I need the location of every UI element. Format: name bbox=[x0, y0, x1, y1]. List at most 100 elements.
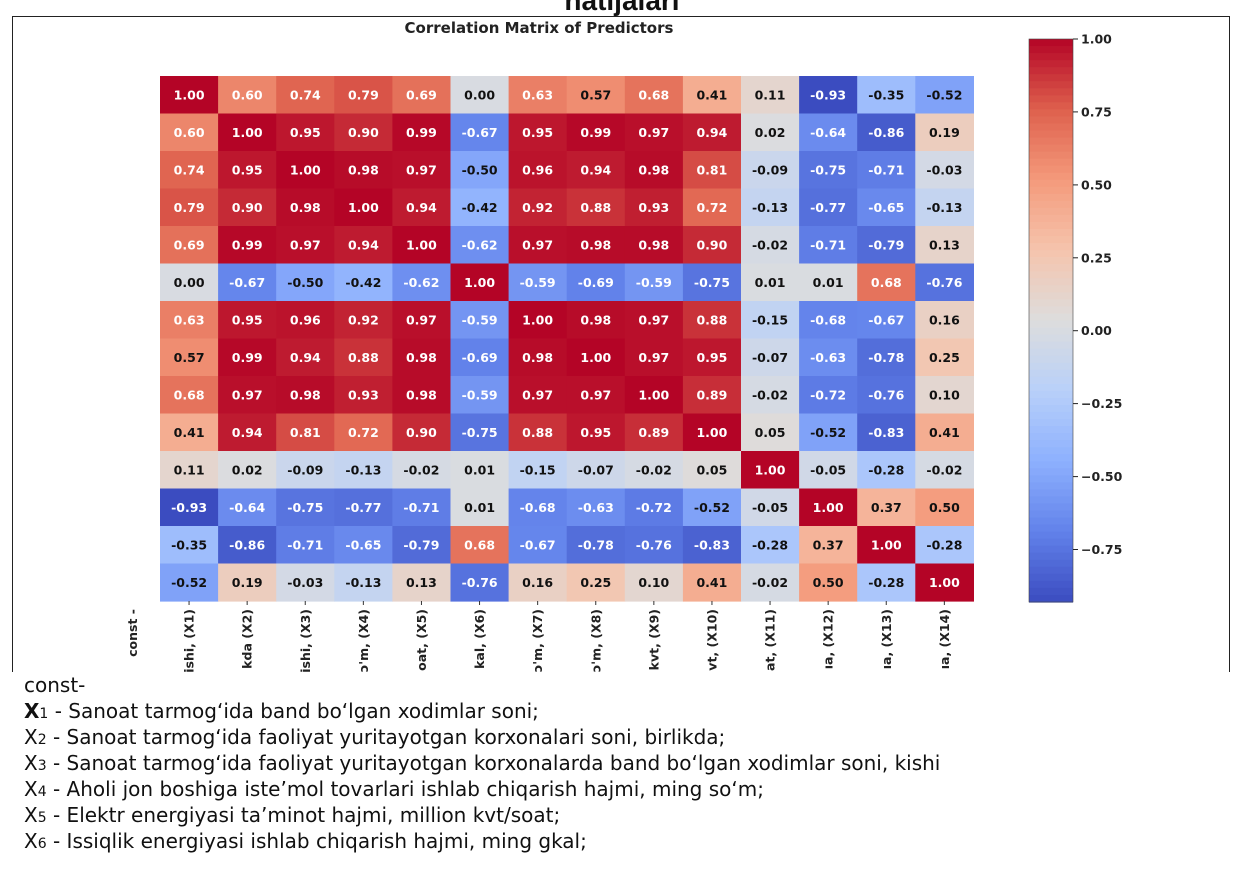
heatmap-cell bbox=[915, 226, 974, 265]
heatmap-cell bbox=[624, 151, 684, 190]
x-tick-label: ishi, (X3) bbox=[298, 609, 313, 673]
cell-value-label: -0.79 bbox=[403, 537, 439, 552]
cell-value-label: 0.94 bbox=[290, 350, 321, 365]
heatmap-cell bbox=[392, 226, 452, 265]
cell-value-label: -0.71 bbox=[403, 500, 439, 515]
x-tick-label: ɔ'm, (X4) bbox=[356, 609, 371, 672]
heatmap-cell bbox=[566, 563, 626, 602]
colorbar-segment bbox=[1029, 355, 1073, 364]
heatmap-cell bbox=[276, 301, 335, 340]
cell-value-label: 0.13 bbox=[929, 237, 960, 252]
heatmap-cell bbox=[508, 113, 568, 152]
colorbar-segment bbox=[1029, 559, 1073, 568]
colorbar-segment bbox=[1029, 419, 1073, 427]
cell-value-label: 0.60 bbox=[174, 125, 205, 140]
cell-value-label: -0.50 bbox=[287, 275, 323, 290]
heatmap-cell bbox=[566, 263, 626, 302]
colorbar-tick-label: 1.00 bbox=[1081, 32, 1112, 47]
heatmap-cell bbox=[218, 301, 277, 340]
colorbar-segment bbox=[1029, 236, 1073, 244]
cell-value-label: -0.05 bbox=[810, 462, 846, 477]
heatmap-cell bbox=[276, 113, 335, 152]
cell-value-label: 0.93 bbox=[348, 387, 379, 402]
x-tick-label: ıa, (X12) bbox=[821, 609, 836, 669]
heatmap-cell bbox=[334, 113, 393, 152]
heatmap-cell bbox=[276, 376, 335, 415]
legend-var-symbol: X bbox=[24, 829, 38, 853]
cell-value-label: -0.35 bbox=[868, 87, 904, 102]
colorbar-tick-label: −0.50 bbox=[1081, 469, 1123, 484]
cell-value-label: 0.72 bbox=[348, 425, 379, 440]
colorbar-segment bbox=[1029, 390, 1073, 399]
heatmap-cell bbox=[741, 488, 800, 527]
cell-value-label: -0.72 bbox=[636, 500, 672, 515]
colorbar-segment bbox=[1029, 468, 1073, 476]
heatmap-cell bbox=[218, 263, 277, 302]
heatmap-cell bbox=[160, 151, 219, 190]
cell-value-label: -0.13 bbox=[752, 200, 788, 215]
heatmap-cell bbox=[334, 526, 393, 565]
cell-value-label: 0.68 bbox=[638, 87, 669, 102]
cell-value-label: -0.69 bbox=[578, 275, 614, 290]
page-heading: natijalari bbox=[564, 0, 680, 16]
colorbar-segment bbox=[1029, 306, 1073, 315]
heatmap-cell bbox=[566, 76, 626, 115]
cell-value-label: -0.67 bbox=[520, 537, 556, 552]
colorbar-segment bbox=[1029, 594, 1073, 603]
heatmap-cell bbox=[508, 451, 568, 490]
colorbar-segment bbox=[1029, 517, 1073, 526]
heatmap-cell bbox=[741, 76, 800, 115]
heatmap-cell bbox=[857, 338, 916, 377]
colorbar-segment bbox=[1029, 186, 1073, 195]
heatmap-cell bbox=[799, 526, 858, 565]
heatmap-cell bbox=[508, 488, 568, 527]
cell-value-label: -0.93 bbox=[810, 87, 846, 102]
cell-value-label: 0.25 bbox=[929, 350, 960, 365]
cell-value-label: -0.52 bbox=[171, 575, 207, 590]
cell-value-label: -0.02 bbox=[752, 237, 788, 252]
colorbar-segment bbox=[1029, 151, 1073, 160]
heatmap-cell bbox=[160, 563, 219, 602]
heatmap-cell bbox=[334, 301, 393, 340]
cell-value-label: 0.57 bbox=[174, 350, 205, 365]
heatmap-cell bbox=[915, 263, 974, 302]
colorbar-tick-label: 0.00 bbox=[1081, 323, 1112, 338]
cell-value-label: -0.62 bbox=[462, 237, 498, 252]
heatmap-cell bbox=[160, 76, 219, 115]
heatmap-cell bbox=[160, 488, 219, 527]
heatmap-cell bbox=[566, 188, 626, 227]
cell-value-label: 0.00 bbox=[464, 87, 495, 102]
heatmap-cell bbox=[915, 151, 974, 190]
heatmap-cell bbox=[218, 113, 277, 152]
heatmap-cell bbox=[392, 151, 452, 190]
cell-value-label: 0.81 bbox=[696, 162, 727, 177]
heatmap-cell bbox=[915, 413, 974, 452]
x-tick-label: at, (X11) bbox=[763, 609, 778, 671]
heatmap-cell bbox=[276, 263, 335, 302]
correlation-heatmap-chart: Correlation Matrix of Predictors 1.00 0.60… bbox=[125, 19, 1123, 673]
cell-value-label: 0.81 bbox=[290, 425, 321, 440]
heatmap-cell bbox=[450, 451, 510, 490]
heatmap-cell bbox=[799, 263, 858, 302]
cell-value-label: 0.97 bbox=[232, 387, 263, 402]
cell-value-label: 0.05 bbox=[696, 462, 727, 477]
heatmap-cell bbox=[741, 301, 800, 340]
heatmap-cell bbox=[508, 376, 568, 415]
colorbar-segment bbox=[1029, 46, 1073, 54]
colorbar-segment bbox=[1029, 461, 1073, 469]
heatmap-cell bbox=[450, 376, 510, 415]
heatmap-cell bbox=[334, 263, 393, 302]
cell-value-label: 1.00 bbox=[696, 425, 727, 440]
heatmap-cell bbox=[508, 151, 568, 190]
cell-value-label: 0.41 bbox=[174, 425, 205, 440]
cell-value-label: 0.01 bbox=[755, 275, 786, 290]
colorbar-segment bbox=[1029, 257, 1073, 265]
heatmap-cell bbox=[741, 188, 800, 227]
heatmap-cell bbox=[160, 526, 219, 565]
heatmap-cell bbox=[857, 188, 916, 227]
heatmap-cell bbox=[508, 301, 568, 340]
heatmap-cell bbox=[566, 151, 626, 190]
legend-var-symbol: X bbox=[24, 777, 38, 801]
colorbar-segment bbox=[1029, 433, 1073, 441]
cell-value-label: 0.94 bbox=[406, 200, 437, 215]
